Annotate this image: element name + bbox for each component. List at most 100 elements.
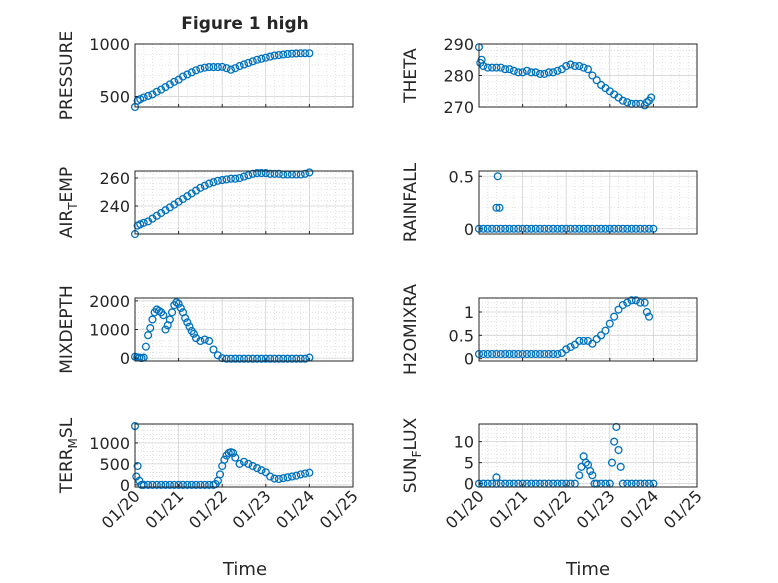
theta-data-point: [579, 63, 588, 72]
theta-data-point: [496, 63, 505, 72]
mixdepth-data-point: [205, 336, 214, 346]
rainfall-data-point: [575, 224, 584, 233]
mixdepth-data-point: [148, 315, 157, 324]
mixdepth-y-tick-label: 0: [120, 349, 130, 368]
pressure-data-point: [226, 65, 235, 74]
sun-flux-y-tick-label: 10: [454, 433, 474, 452]
mixdepth-data-point: [300, 354, 310, 363]
pressure-axes-box: [134, 43, 354, 108]
rainfall-data-point: [597, 224, 606, 233]
pressure-data-point: [253, 55, 262, 64]
rainfall-data-point: [579, 224, 588, 233]
h2omixra-data-point: [488, 349, 497, 359]
rainfall-data-point: [644, 224, 654, 233]
mixdepth-data-point: [270, 354, 279, 363]
x-axis-label-left: Time: [222, 559, 267, 580]
mixdepth-data-point: [253, 354, 262, 363]
theta-data-point: [527, 68, 536, 77]
terr-msl-data-point: [279, 474, 288, 483]
sun-flux-data-point: [614, 445, 623, 455]
h2omixra-data-point: [518, 349, 527, 359]
mixdepth-data-point: [248, 354, 257, 363]
terr-msl-data-point: [148, 480, 157, 489]
theta-data-point: [540, 69, 549, 78]
theta-series: [474, 43, 656, 110]
pressure-data-point: [274, 50, 283, 60]
mixdepth-data-point: [235, 354, 244, 363]
air-temp-data-point: [239, 172, 249, 181]
air-temp-data-point: [305, 168, 314, 177]
terr-msl-data-point: [274, 474, 283, 484]
h2omixra-data-point: [531, 349, 540, 359]
mixdepth-y-axis-label: MIXDEPTH: [57, 285, 77, 374]
sun-flux-y-axis-label: SUNFLUX: [401, 417, 424, 493]
x-axis-label-right: Time: [565, 559, 610, 580]
mixdepth-data-point: [200, 335, 209, 344]
sun-flux-data-point: [588, 471, 597, 480]
mixdepth-data-point: [209, 345, 218, 354]
mixdepth-data-point: [226, 354, 235, 363]
mixdepth-data-point: [176, 303, 185, 313]
theta-data-point: [562, 62, 571, 71]
terr-msl-data-point: [239, 457, 249, 466]
terr-msl-data-point: [300, 469, 310, 478]
h2omixra-data-point: [509, 349, 518, 359]
air-temp-data-point: [196, 183, 205, 192]
pressure-data-point: [148, 90, 157, 99]
terr-msl-data-point: [157, 480, 166, 489]
air-temp-data-point: [222, 175, 231, 184]
terr-msl-data-point: [244, 459, 253, 468]
terr-msl-data-point: [261, 468, 270, 477]
pressure-data-point: [200, 63, 209, 72]
h2omixra-data-point: [501, 349, 510, 359]
h2omixra-y-tick-label: 0.5: [449, 326, 474, 345]
subplot-pressure: 500 1000 PRESSURE: [57, 31, 354, 120]
air-temp-data-point: [218, 176, 227, 185]
rainfall-data-point: [583, 224, 593, 233]
mixdepth-data-point: [196, 336, 205, 346]
mixdepth-data-point: [257, 354, 266, 363]
theta-data-point: [483, 63, 492, 72]
terr-msl-data-point: [144, 480, 153, 489]
pressure-data-point: [152, 87, 161, 96]
h2omixra-data-point: [535, 349, 545, 359]
rainfall-data-point: [501, 224, 510, 233]
h2omixra-data-point: [597, 331, 606, 340]
pressure-y-axis-label: PRESSURE: [57, 31, 77, 120]
rainfall-data-point: [631, 224, 641, 233]
sun-flux-data-point: [616, 462, 625, 471]
subplot-theta: 270 280 290 THETA: [401, 35, 698, 117]
air-temp-data-point: [270, 169, 279, 178]
mixdepth-data-point: [261, 354, 270, 363]
air-temp-data-point: [213, 176, 222, 185]
subplot-air-temp: 240 260 AIRTEMP: [57, 167, 354, 238]
h2omixra-data-point: [618, 300, 627, 310]
rainfall-data-point: [492, 224, 501, 233]
h2omixra-data-point: [614, 305, 623, 314]
terr-msl-data-point: [296, 470, 305, 479]
theta-data-point: [553, 66, 562, 75]
rainfall-data-point: [509, 224, 518, 233]
terr-msl-data-point: [235, 459, 244, 468]
rainfall-data-point: [483, 224, 492, 233]
air-temp-y-axis-label: AIRTEMP: [57, 167, 80, 238]
h2omixra-data-point: [610, 312, 619, 321]
h2omixra-data-point: [627, 296, 636, 305]
terr-msl-data-point: [248, 461, 257, 471]
rainfall-data-point: [601, 224, 610, 233]
rainfall-data-point: [592, 224, 601, 233]
mixdepth-data-point: [183, 318, 192, 327]
sun-flux-data-point: [586, 466, 595, 476]
terr-msl-data-point: [170, 480, 179, 489]
rainfall-data-point: [610, 224, 619, 233]
h2omixra-data-point: [514, 349, 523, 359]
sun-flux-y-tick-label: 0: [464, 475, 474, 494]
mixdepth-data-point: [292, 354, 301, 363]
rainfall-data-point: [505, 224, 514, 233]
pressure-data-point: [157, 85, 166, 94]
h2omixra-data-point: [505, 349, 514, 359]
terr-msl-data-point: [133, 461, 142, 471]
air-temp-data-point: [139, 218, 148, 227]
